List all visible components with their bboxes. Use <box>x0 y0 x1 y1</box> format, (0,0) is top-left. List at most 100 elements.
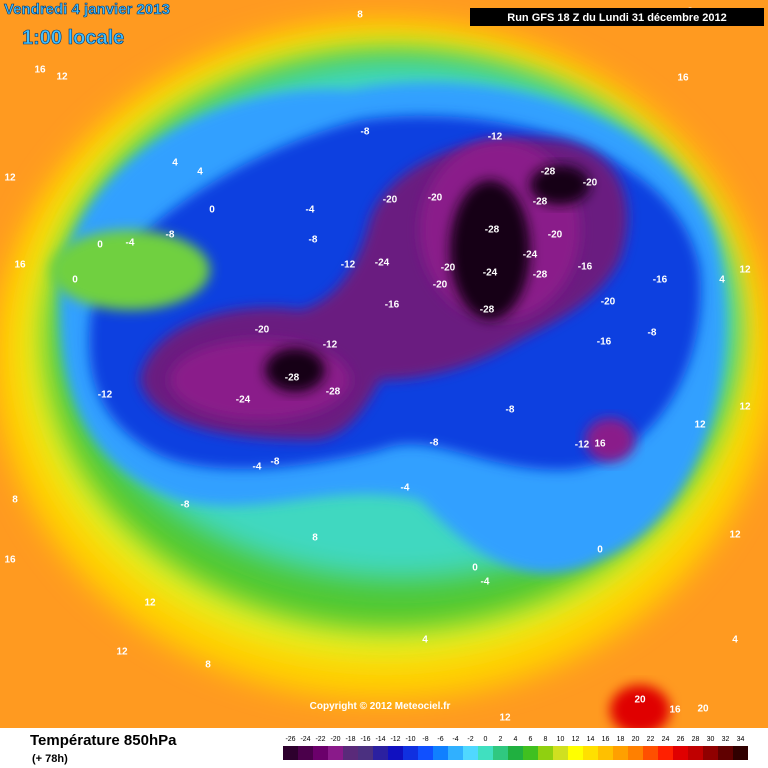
color-swatch <box>703 746 718 760</box>
contour-label: -8 <box>271 457 280 468</box>
scale-label: 4 <box>514 736 518 743</box>
scale-label: -24 <box>300 736 310 743</box>
contour-label: 4 <box>422 635 428 646</box>
contour-label: -8 <box>648 328 657 339</box>
scale-label: 30 <box>707 736 715 743</box>
color-swatch <box>568 746 583 760</box>
contour-label: -20 <box>441 263 456 274</box>
scale-label: 6 <box>529 736 533 743</box>
color-swatch <box>478 746 493 760</box>
contour-label: 12 <box>499 713 511 724</box>
color-swatch <box>358 746 373 760</box>
scale-label: 24 <box>662 736 670 743</box>
scale-label: 16 <box>602 736 610 743</box>
contour-label: 16 <box>34 65 46 76</box>
scale-label: -20 <box>330 736 340 743</box>
field-title: Température 850hPa <box>30 732 177 749</box>
scale-label: 26 <box>677 736 685 743</box>
color-swatch <box>373 746 388 760</box>
color-swatch <box>283 746 298 760</box>
contour-label: -4 <box>253 462 262 473</box>
contour-label: -4 <box>401 483 410 494</box>
contour-label: -16 <box>385 300 400 311</box>
color-swatch <box>613 746 628 760</box>
scale-label: 22 <box>647 736 655 743</box>
color-swatch <box>463 746 478 760</box>
color-swatch <box>418 746 433 760</box>
contour-label: -16 <box>653 275 668 286</box>
contour-label: 12 <box>116 647 128 658</box>
scale-label: 12 <box>572 736 580 743</box>
contour-label: -20 <box>428 193 443 204</box>
contour-label: 12 <box>4 173 16 184</box>
contour-label: -8 <box>309 235 318 246</box>
color-swatch <box>688 746 703 760</box>
color-swatch <box>493 746 508 760</box>
color-swatch <box>313 746 328 760</box>
scale-label: -2 <box>467 736 473 743</box>
temperature-field <box>0 0 768 728</box>
color-swatch <box>523 746 538 760</box>
color-swatch <box>433 746 448 760</box>
contour-label: 12 <box>739 265 751 276</box>
color-swatch <box>298 746 313 760</box>
contour-label: 8 <box>357 10 363 21</box>
scale-label: -6 <box>437 736 443 743</box>
lead-time: (+ 78h) <box>32 753 68 765</box>
contour-label: 12 <box>739 402 751 413</box>
color-swatch <box>598 746 613 760</box>
contour-label: -28 <box>285 373 300 384</box>
contour-label: -20 <box>383 195 398 206</box>
color-swatch <box>343 746 358 760</box>
scale-label: -10 <box>405 736 415 743</box>
contour-label: 4 <box>197 167 203 178</box>
contour-label: -20 <box>433 280 448 291</box>
contour-label: -4 <box>126 238 135 249</box>
contour-label: -12 <box>488 132 503 143</box>
contour-label: -4 <box>306 205 315 216</box>
scale-label: 28 <box>692 736 700 743</box>
run-info: Run GFS 18 Z du Lundi 31 décembre 2012 <box>507 12 726 24</box>
contour-label: 20 <box>697 704 709 715</box>
contour-label: 0 <box>97 240 103 251</box>
color-swatch <box>628 746 643 760</box>
contour-label: -4 <box>481 577 490 588</box>
contour-label: 8 <box>12 495 18 506</box>
contour-label: -20 <box>601 297 616 308</box>
contour-label: 16 <box>14 260 26 271</box>
contour-label: 20 <box>634 695 646 706</box>
forecast-date: Vendredi 4 janvier 2013 <box>4 1 170 18</box>
color-swatch <box>733 746 748 760</box>
contour-label: -12 <box>98 390 113 401</box>
contour-label: 16 <box>4 555 16 566</box>
contour-label: -12 <box>575 440 590 451</box>
contour-label: -28 <box>480 305 495 316</box>
color-swatch <box>388 746 403 760</box>
color-swatch <box>508 746 523 760</box>
color-swatch <box>718 746 733 760</box>
color-swatch <box>403 746 418 760</box>
contour-label: -8 <box>506 405 515 416</box>
contour-label: -8 <box>181 500 190 511</box>
contour-label: 16 <box>677 73 689 84</box>
contour-label: 4 <box>172 158 178 169</box>
scale-label: 0 <box>484 736 488 743</box>
contour-label: -24 <box>236 395 251 406</box>
color-swatch <box>553 746 568 760</box>
color-swatch <box>538 746 553 760</box>
contour-label: -28 <box>326 387 341 398</box>
contour-label: -16 <box>578 262 593 273</box>
scale-label: -16 <box>360 736 370 743</box>
color-swatch <box>673 746 688 760</box>
contour-label: -20 <box>583 178 598 189</box>
contour-label: 0 <box>72 275 78 286</box>
contour-label: -24 <box>375 258 390 269</box>
scale-label: -22 <box>315 736 325 743</box>
contour-label: -28 <box>541 167 556 178</box>
contour-label: 0 <box>597 545 603 556</box>
scale-label: 20 <box>632 736 640 743</box>
scale-label: 14 <box>587 736 595 743</box>
contour-label: -24 <box>523 250 538 261</box>
contour-label: -28 <box>485 225 500 236</box>
